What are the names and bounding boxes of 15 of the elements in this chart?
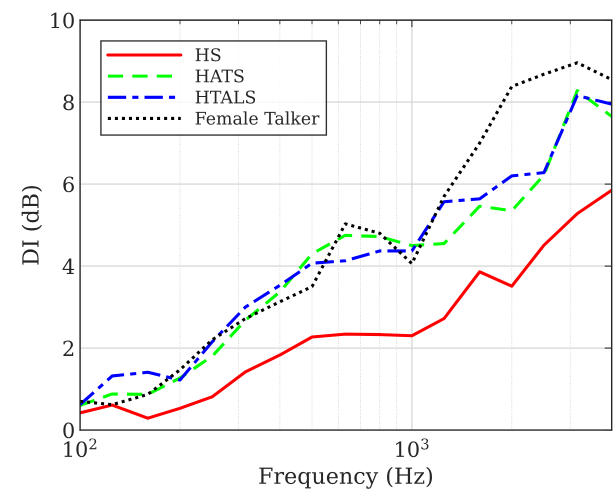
y-tick-label: 2: [63, 340, 74, 356]
line-series: [80, 188, 612, 420]
y-tick-label: 8: [63, 94, 74, 110]
y-tick-label: 6: [63, 176, 74, 192]
legend-label: HS: [196, 48, 220, 62]
legend-label: HTALS: [196, 90, 256, 104]
y-tick-label: 0: [63, 422, 74, 438]
legend-label: HATS: [196, 69, 244, 82]
x-tick-label: 10$^{2}$: [64, 438, 96, 458]
legend-label: Female Talker: [196, 111, 320, 125]
y-axis-title: DI (dB): [22, 186, 42, 265]
x-axis-title: Frequency (Hz): [259, 466, 432, 489]
y-tick-label: 10: [51, 12, 74, 28]
x-tick-label: 10$^{3}$: [396, 438, 428, 458]
y-tick-label: 4: [62, 258, 74, 274]
